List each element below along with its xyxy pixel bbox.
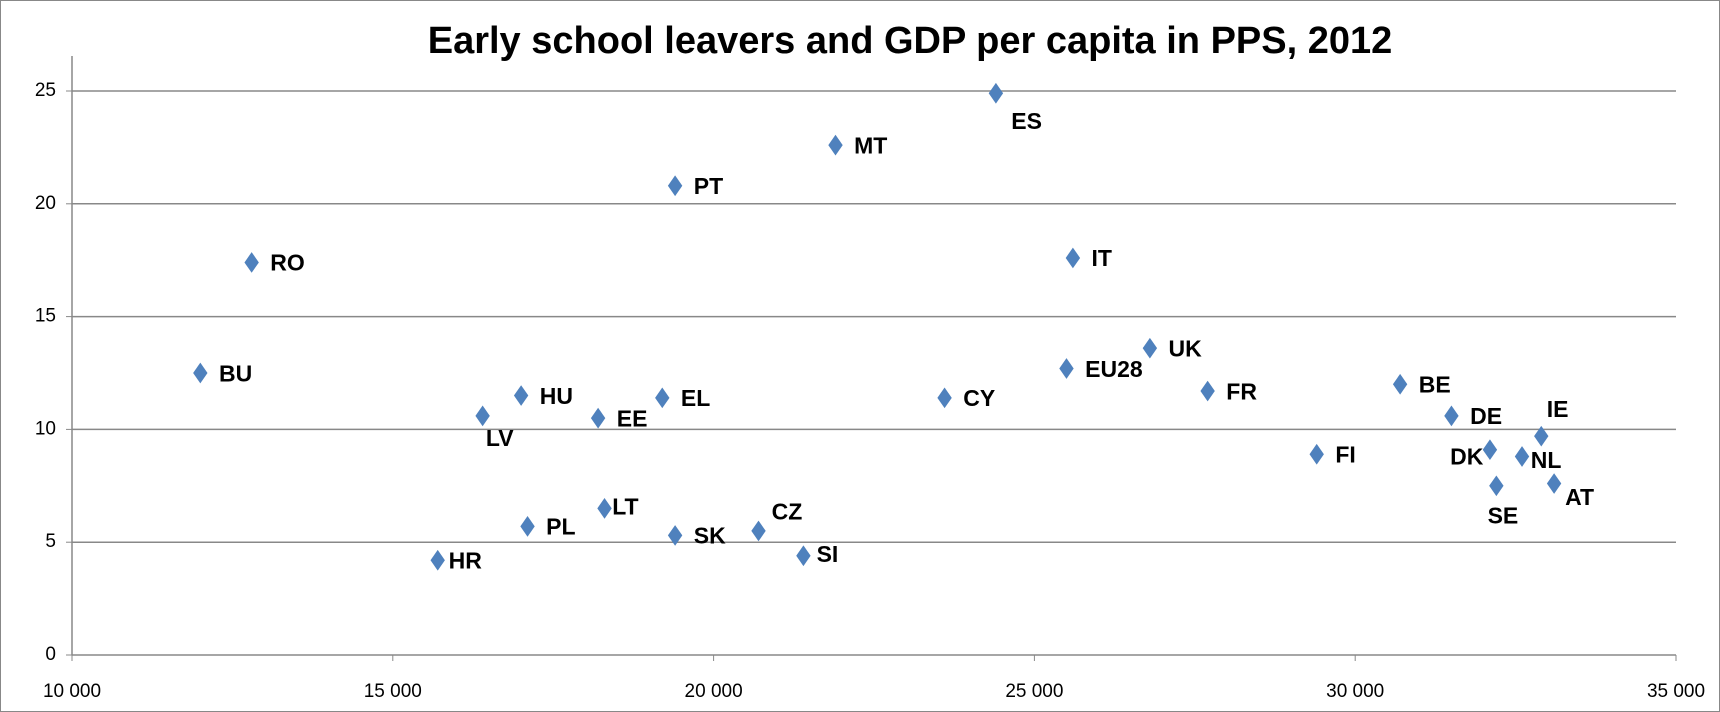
point-label: SE bbox=[1488, 503, 1519, 529]
point-label: PL bbox=[546, 514, 575, 540]
point bbox=[1514, 446, 1530, 467]
point bbox=[1309, 443, 1324, 465]
point bbox=[475, 405, 490, 427]
point-label: CZ bbox=[772, 498, 803, 524]
point bbox=[937, 387, 952, 409]
point-label: EU28 bbox=[1085, 356, 1143, 382]
point-label: NL bbox=[1531, 447, 1562, 473]
point-label: LT bbox=[612, 493, 638, 519]
y-tick-label: 0 bbox=[45, 644, 56, 665]
point-label: FR bbox=[1226, 378, 1257, 404]
y-tick-label: 25 bbox=[35, 80, 56, 101]
point-label: CY bbox=[963, 385, 995, 411]
chart-title: Early school leavers and GDP per capita … bbox=[428, 20, 1393, 62]
point bbox=[667, 525, 683, 546]
point-label: HU bbox=[540, 383, 573, 409]
point-label: FI bbox=[1335, 441, 1355, 467]
point bbox=[1489, 475, 1504, 497]
y-tick-label: 5 bbox=[45, 531, 56, 552]
point-label: HR bbox=[449, 548, 483, 574]
point bbox=[1142, 337, 1158, 359]
point bbox=[590, 407, 606, 429]
point-label: BE bbox=[1419, 372, 1451, 398]
point-label: RO bbox=[270, 250, 305, 276]
point-label: DK bbox=[1450, 444, 1484, 470]
point bbox=[1534, 425, 1549, 447]
point-label: SI bbox=[817, 541, 839, 567]
point-label: EE bbox=[617, 405, 648, 431]
point bbox=[655, 387, 670, 409]
point-label: EL bbox=[681, 385, 710, 411]
point bbox=[796, 545, 811, 567]
point bbox=[597, 498, 612, 519]
point bbox=[1482, 439, 1498, 461]
point-label: UK bbox=[1169, 335, 1203, 361]
point bbox=[513, 385, 529, 406]
point bbox=[1065, 247, 1081, 269]
point bbox=[1444, 405, 1459, 427]
x-tick-label: 35 000 bbox=[1647, 681, 1705, 702]
x-tick-label: 30 000 bbox=[1326, 681, 1384, 702]
x-tick-label: 10 000 bbox=[43, 681, 101, 702]
y-tick-label: 20 bbox=[35, 193, 56, 214]
point bbox=[520, 516, 535, 537]
x-tick-label: 20 000 bbox=[685, 681, 743, 702]
x-tick-label: 25 000 bbox=[1005, 681, 1063, 702]
point bbox=[430, 549, 445, 571]
point-label: ES bbox=[1011, 108, 1042, 134]
point-label: LV bbox=[486, 425, 514, 451]
point bbox=[1546, 473, 1562, 494]
point-label: BU bbox=[219, 360, 252, 386]
point-label: AT bbox=[1565, 484, 1594, 510]
point-label: DE bbox=[1470, 403, 1502, 429]
x-tick-label: 15 000 bbox=[364, 681, 422, 702]
point bbox=[828, 134, 843, 156]
point bbox=[1392, 373, 1408, 395]
point-label: MT bbox=[854, 132, 887, 158]
y-tick-label: 10 bbox=[35, 418, 56, 439]
point bbox=[193, 362, 208, 384]
y-tick-label: 15 bbox=[35, 306, 56, 327]
point bbox=[1059, 358, 1074, 379]
point-label: SK bbox=[694, 523, 726, 549]
point-label: IE bbox=[1547, 396, 1569, 422]
point bbox=[751, 520, 766, 542]
point-label: PT bbox=[694, 173, 723, 199]
point bbox=[244, 252, 259, 273]
point bbox=[1200, 380, 1215, 402]
point bbox=[667, 175, 683, 197]
point-label: IT bbox=[1092, 245, 1112, 271]
point bbox=[988, 82, 1004, 104]
